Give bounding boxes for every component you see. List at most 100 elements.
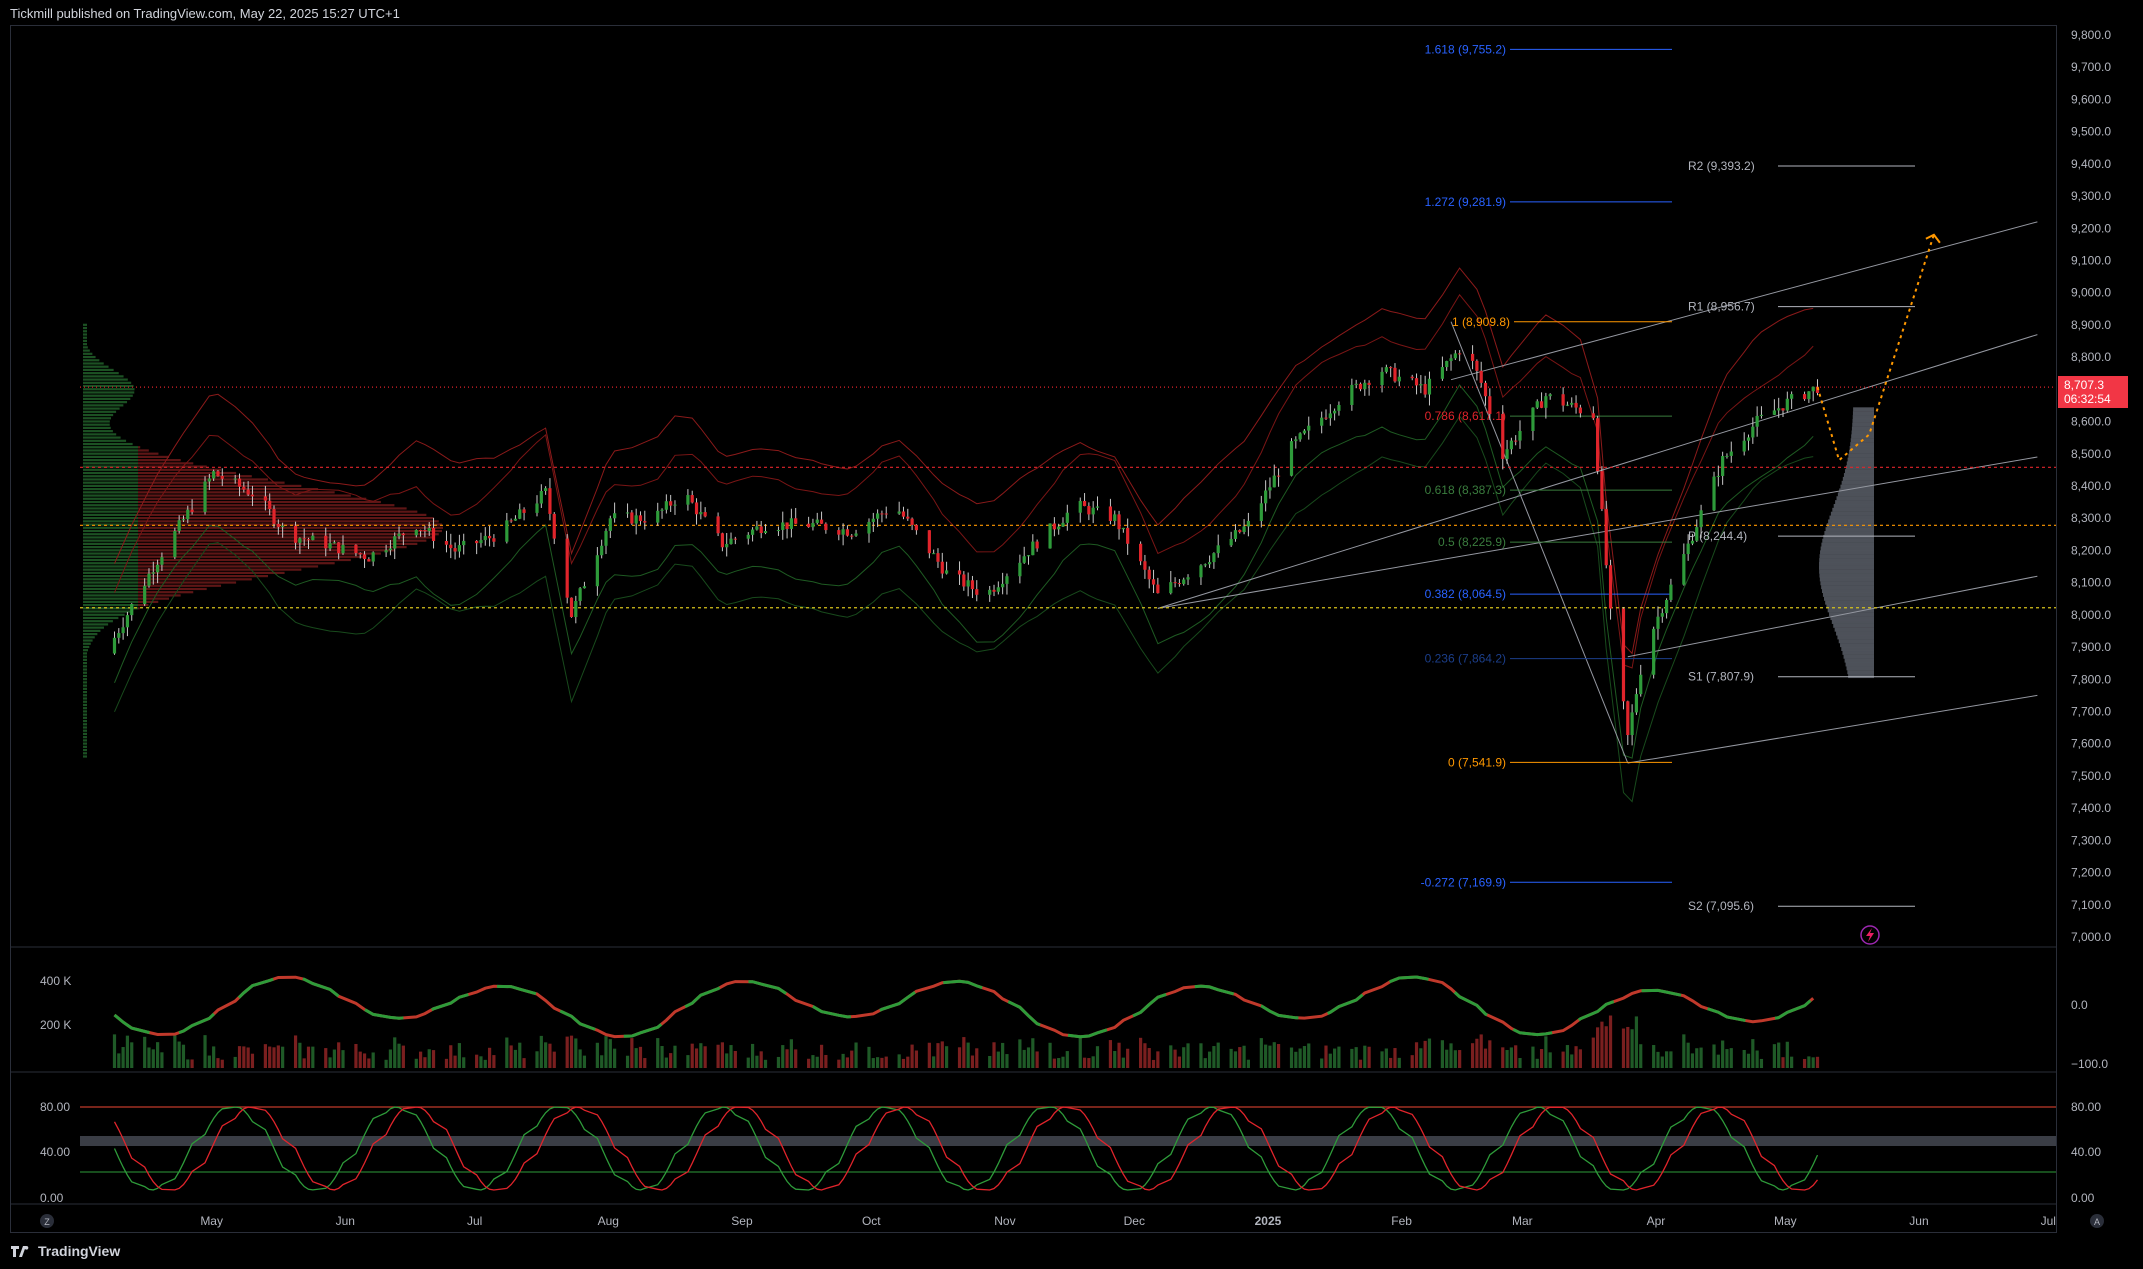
stoch-tick-label: 40.00 (40, 1145, 70, 1159)
volume-bar (358, 1051, 362, 1068)
brand-label: TradingView (38, 1243, 121, 1259)
session-profile-bar (1837, 492, 1874, 497)
volume-bar (393, 1037, 397, 1068)
volume-bar (1065, 1051, 1069, 1068)
candle-body (505, 520, 509, 542)
volume-bar (281, 1046, 285, 1068)
candle-body (686, 495, 690, 505)
candle-body (1505, 449, 1509, 459)
volume-bar (1108, 1040, 1113, 1068)
volume-bar (716, 1044, 720, 1068)
profile-bar-up (83, 655, 87, 658)
volume-bar (367, 1058, 371, 1068)
brand-footer[interactable]: TradingView (10, 1243, 120, 1259)
volume-bar (233, 1056, 237, 1068)
profile-bar-up (83, 478, 138, 481)
fib-level-label: 0.382 (8,064.5) (1425, 587, 1506, 601)
time-tick-label: 2025 (1255, 1214, 1282, 1228)
profile-bar-up (83, 529, 138, 533)
volume-bar (811, 1055, 815, 1068)
candle-body (1755, 415, 1759, 427)
volume-bar (479, 1056, 483, 1068)
profile-bar-down (138, 562, 335, 565)
candle-body (1143, 561, 1147, 570)
profile-bar-down (138, 481, 285, 484)
candle-body (332, 542, 336, 544)
volume-bar (1470, 1043, 1475, 1068)
candle-body (1061, 522, 1065, 527)
volume-bar (117, 1053, 121, 1068)
volume-bar (819, 1044, 824, 1068)
stoch-k-line (113, 1106, 1819, 1191)
volume-bar (664, 1057, 668, 1068)
volume-bar (306, 1046, 311, 1068)
candle-body (143, 585, 147, 605)
candle-body (1212, 553, 1216, 563)
profile-bar-down (138, 504, 395, 507)
volume-bar (837, 1059, 841, 1068)
candle-body (1652, 628, 1656, 675)
candle-body (1811, 386, 1815, 392)
profile-bar-up (83, 339, 87, 343)
volume-profile (83, 323, 1874, 758)
volume-bar (1561, 1051, 1565, 1068)
profile-bar-up (83, 671, 87, 674)
volume-bar (1212, 1046, 1216, 1068)
candle-body (1238, 530, 1242, 533)
profile-bar-up (83, 594, 138, 597)
candle-body (1458, 353, 1462, 355)
profile-bar-up (83, 455, 138, 459)
candle-body (1591, 413, 1595, 419)
price-tick-label: 8,800.0 (2071, 350, 2111, 364)
profile-bar-up (83, 668, 87, 671)
price-tick-label: 7,600.0 (2071, 737, 2111, 751)
volume-bar (1186, 1043, 1190, 1068)
volume-bar (1449, 1043, 1453, 1068)
candle-body (1509, 440, 1513, 450)
volume-bar (548, 1043, 552, 1068)
volume-bar (1729, 1048, 1733, 1068)
volume-bar (1423, 1040, 1427, 1068)
profile-bar-up (83, 748, 87, 752)
volume-bar (1294, 1051, 1298, 1068)
volume-bar (1639, 1044, 1643, 1068)
candle-body (794, 518, 798, 524)
price-tick-label: 7,200.0 (2071, 866, 2111, 880)
volume-bar (427, 1049, 431, 1068)
volume-bar (1574, 1046, 1578, 1068)
chart-frame (10, 25, 2057, 1233)
volume-bar (276, 1045, 280, 1068)
profile-bar-up (83, 613, 125, 616)
candle-body (1535, 401, 1539, 408)
fib-level-label: 1.618 (9,755.2) (1425, 42, 1506, 56)
profile-bar-up (83, 745, 87, 748)
candle-body (1113, 514, 1117, 521)
price-tick-label: 8,500.0 (2071, 447, 2111, 461)
volume-bar (147, 1047, 151, 1068)
profile-bar-down (138, 542, 418, 545)
volume-bar (362, 1053, 367, 1068)
profile-bar-up (83, 623, 109, 626)
session-profile-bar (1852, 415, 1874, 420)
volume-bar (1807, 1056, 1811, 1068)
session-profile-bar (1847, 457, 1874, 462)
oscillator-tick-label: −100.0 (2071, 1057, 2108, 1071)
volume-bar (1264, 1044, 1268, 1068)
profile-bar-up (83, 526, 138, 529)
profile-bar-up (83, 729, 87, 732)
volume-bar (1337, 1046, 1341, 1068)
candle-body (914, 524, 919, 531)
volume-bar (1608, 1015, 1613, 1068)
candle-body (988, 589, 992, 595)
candle-body (354, 544, 358, 554)
candle-body (1630, 712, 1634, 736)
volume-bar (582, 1055, 587, 1068)
last-price-tag: 8,707.306:32:54 (1860, 376, 2128, 945)
profile-bar-up (83, 488, 138, 491)
stochastic-panel: 80.00 40.00 0.00 80.00 40.00 0.00 (40, 1100, 2101, 1205)
candle-body (604, 530, 608, 546)
session-profile-bar (1822, 538, 1874, 543)
volume-bar (1755, 1050, 1759, 1068)
profile-bar-up (83, 462, 138, 465)
